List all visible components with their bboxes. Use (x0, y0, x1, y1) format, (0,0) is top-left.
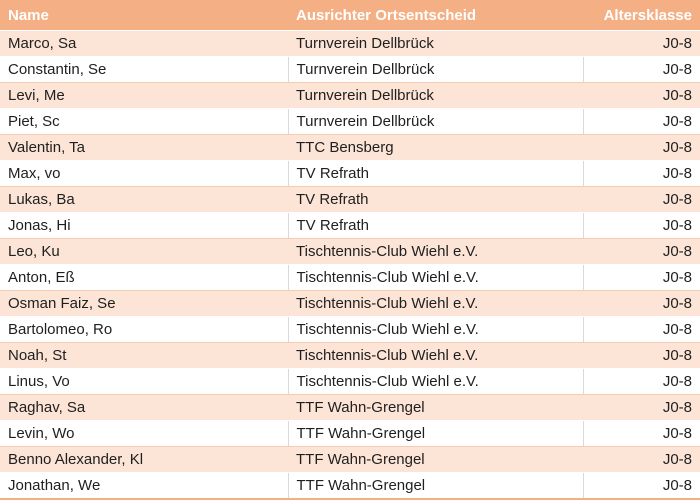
name-cell: Levin, Wo (0, 420, 288, 447)
altersklasse-cell: J0-8 (582, 420, 700, 447)
ausrichter-cell: Tischtennis-Club Wiehl e.V. (287, 368, 583, 395)
name-cell: Marco, Sa (0, 30, 288, 57)
table-row: Levi, Me Turnverein Dellbrück J0-8 (0, 82, 700, 109)
name-cell: Anton, Eß (0, 264, 288, 291)
table-row: Levin, Wo TTF Wahn-Grengel J0-8 (0, 420, 700, 447)
table-row: Marco, Sa Turnverein Dellbrück J0-8 (0, 30, 700, 57)
altersklasse-cell: J0-8 (583, 186, 700, 213)
column-header-ausrichter: Ausrichter Ortsentscheid (288, 0, 583, 31)
altersklasse-cell: J0-8 (582, 160, 700, 187)
table-row: Leo, Ku Tischtennis-Club Wiehl e.V. J0-8 (0, 238, 700, 265)
ausrichter-cell: Turnverein Dellbrück (288, 82, 583, 109)
ausrichter-cell: TTF Wahn-Grengel (288, 446, 583, 473)
altersklasse-cell: J0-8 (583, 30, 700, 57)
altersklasse-cell: J0-8 (582, 108, 700, 135)
altersklasse-cell: J0-8 (582, 472, 700, 500)
altersklasse-cell: J0-8 (583, 82, 700, 109)
name-cell: Benno Alexander, Kl (0, 446, 288, 473)
ausrichter-cell: TTC Bensberg (288, 134, 583, 161)
altersklasse-cell: J0-8 (582, 368, 700, 395)
name-cell: Max, vo (0, 160, 288, 187)
column-header-altersklasse: Altersklasse (583, 0, 700, 31)
table-row: Linus, Vo Tischtennis-Club Wiehl e.V. J0-8 (0, 368, 700, 395)
ausrichter-cell: Turnverein Dellbrück (288, 30, 583, 57)
ausrichter-cell: Tischtennis-Club Wiehl e.V. (288, 238, 583, 265)
ausrichter-cell: TTF Wahn-Grengel (287, 420, 583, 447)
name-cell: Jonathan, We (0, 472, 288, 500)
name-cell: Valentin, Ta (0, 134, 288, 161)
name-cell: Jonas, Hi (0, 212, 288, 239)
table-row: Noah, St Tischtennis-Club Wiehl e.V. J0-8 (0, 342, 700, 369)
ausrichter-cell: Turnverein Dellbrück (287, 108, 583, 135)
ausrichter-cell: TV Refrath (288, 186, 583, 213)
name-cell: Levi, Me (0, 82, 288, 109)
name-cell: Constantin, Se (0, 56, 288, 83)
table-row: Anton, Eß Tischtennis-Club Wiehl e.V. J0-8 (0, 264, 700, 291)
name-cell: Bartolomeo, Ro (0, 316, 288, 343)
altersklasse-cell: J0-8 (582, 212, 700, 239)
table-row: Valentin, Ta TTC Bensberg J0-8 (0, 134, 700, 161)
name-cell: Piet, Sc (0, 108, 288, 135)
header-row: Name Ausrichter Ortsentscheid Altersklas… (0, 0, 700, 31)
table-body: Marco, Sa Turnverein Dellbrück J0-8 Constan… (0, 30, 700, 500)
altersklasse-cell: J0-8 (583, 394, 700, 421)
ausrichter-cell: Tischtennis-Club Wiehl e.V. (288, 342, 583, 369)
table-row: Benno Alexander, Kl TTF Wahn-Grengel J0-8 (0, 446, 700, 473)
name-cell: Lukas, Ba (0, 186, 288, 213)
name-cell: Noah, St (0, 342, 288, 369)
table-row: Piet, Sc Turnverein Dellbrück J0-8 (0, 108, 700, 135)
ausrichter-cell: Tischtennis-Club Wiehl e.V. (287, 264, 583, 291)
ausrichter-cell: Tischtennis-Club Wiehl e.V. (288, 290, 583, 317)
table-row: Jonas, Hi TV Refrath J0-8 (0, 212, 700, 239)
altersklasse-cell: J0-8 (582, 56, 700, 83)
ausrichter-cell: TV Refrath (287, 160, 583, 187)
ausrichter-cell: Tischtennis-Club Wiehl e.V. (287, 316, 583, 343)
table-row: Bartolomeo, Ro Tischtennis-Club Wiehl e.V… (0, 316, 700, 343)
ausrichter-cell: TTF Wahn-Grengel (288, 394, 583, 421)
table-row: Max, vo TV Refrath J0-8 (0, 160, 700, 187)
table-row: Osman Faiz, Se Tischtennis-Club Wiehl e.V… (0, 290, 700, 317)
name-cell: Raghav, Sa (0, 394, 288, 421)
table-row: Raghav, Sa TTF Wahn-Grengel J0-8 (0, 394, 700, 421)
altersklasse-cell: J0-8 (583, 342, 700, 369)
column-header-name: Name (0, 0, 288, 31)
table-row: Constantin, Se Turnverein Dellbrück J0-8 (0, 56, 700, 83)
altersklasse-cell: J0-8 (582, 264, 700, 291)
ausrichter-cell: TTF Wahn-Grengel (287, 472, 583, 500)
altersklasse-cell: J0-8 (583, 134, 700, 161)
table-row: Lukas, Ba TV Refrath J0-8 (0, 186, 700, 213)
altersklasse-cell: J0-8 (583, 290, 700, 317)
name-cell: Linus, Vo (0, 368, 288, 395)
name-cell: Leo, Ku (0, 238, 288, 265)
ausrichter-cell: TV Refrath (287, 212, 583, 239)
table-row: Jonathan, We TTF Wahn-Grengel J0-8 (0, 472, 700, 500)
altersklasse-cell: J0-8 (583, 238, 700, 265)
altersklasse-cell: J0-8 (582, 316, 700, 343)
altersklasse-cell: J0-8 (583, 446, 700, 473)
name-cell: Osman Faiz, Se (0, 290, 288, 317)
ausrichter-cell: Turnverein Dellbrück (287, 56, 583, 83)
